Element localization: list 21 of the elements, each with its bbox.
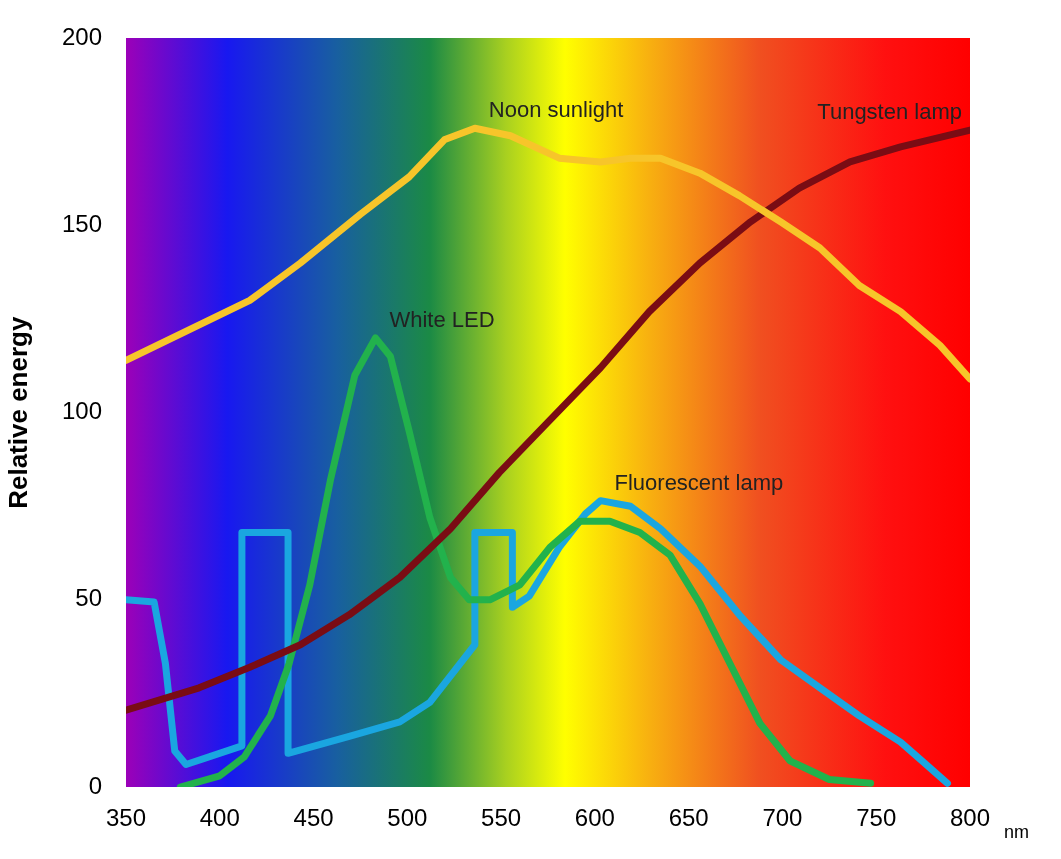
x-tick-label: 450 [293,804,334,832]
x-tick-label: 550 [481,804,522,832]
x-tick-label: 750 [856,804,897,832]
x-tick-label: 700 [762,804,803,832]
x-tick-label: 600 [574,804,615,832]
x-tick-label: 350 [105,804,147,832]
y-tick-label: 0 [88,771,102,799]
y-tick-label: 100 [61,397,102,425]
x-tick-label: 500 [387,804,428,832]
series-label: Noon sunlight [488,97,624,123]
y-tick-label: 200 [61,23,102,51]
x-tick-label: 400 [199,804,240,832]
y-axis-title: Relative energy [2,316,33,509]
y-tick-label: 150 [61,210,102,238]
y-tick-label: 50 [75,584,102,612]
series-label: White LED [389,306,495,332]
x-axis-title: nm [1004,821,1030,842]
x-tick-label: 650 [668,804,709,832]
series-label: Fluorescent lamp [614,469,784,495]
x-tick-label: 800 [949,804,991,832]
series-label: Tungsten lamp [817,99,963,125]
